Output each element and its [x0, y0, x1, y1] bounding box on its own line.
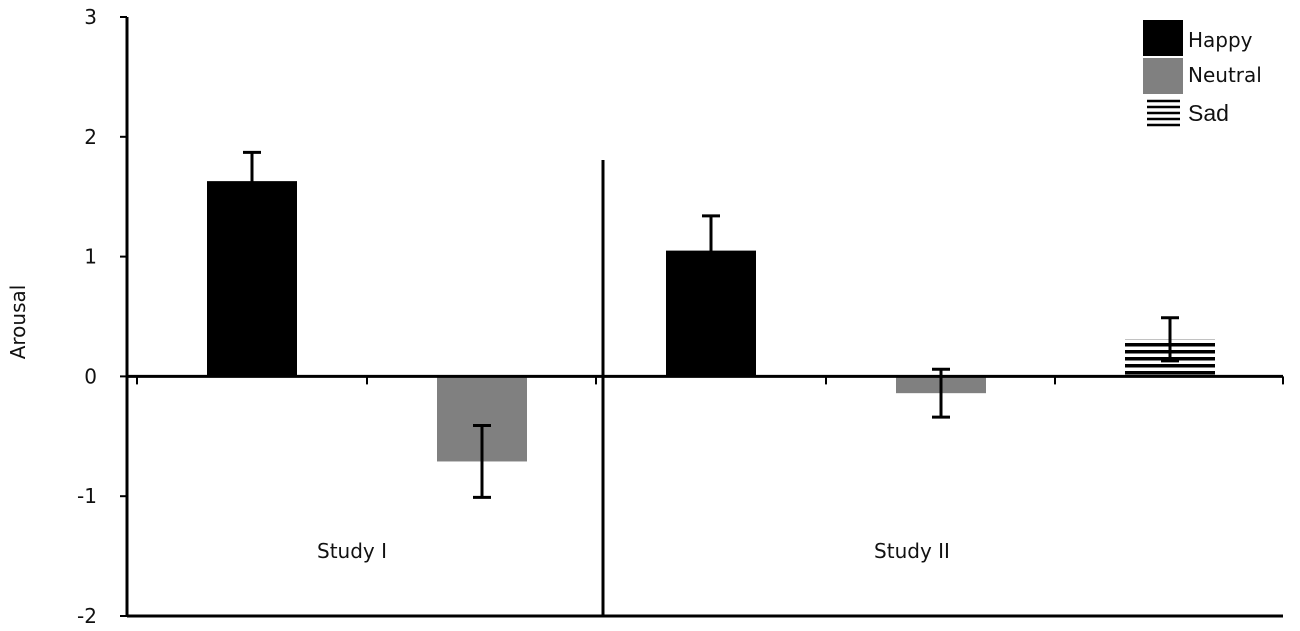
- error-bar-sad-study-ii: [1161, 316, 1179, 363]
- legend-swatch-happy: [1143, 20, 1183, 56]
- error-bar-neutral-study-i: [473, 424, 491, 499]
- legend: Happy Neutral Sad: [1143, 20, 1262, 127]
- axes-layer: [120, 16, 1284, 618]
- error-bar-happy-study-ii: [702, 214, 720, 287]
- y-tick-label: 0: [84, 364, 97, 388]
- y-tick-label: 1: [84, 245, 97, 269]
- legend-item-happy: Happy: [1143, 20, 1253, 56]
- bars-layer: [207, 150, 1215, 499]
- legend-label-sad: Sad: [1188, 100, 1229, 126]
- y-axis-title: Arousal: [6, 285, 30, 360]
- legend-item-neutral: Neutral: [1143, 58, 1262, 94]
- y-tick-label: 3: [84, 5, 97, 29]
- labels-layer: -2 -1 0 1 2 3 Arousal Study I Study II: [6, 5, 950, 628]
- legend-swatch-neutral: [1143, 58, 1183, 94]
- y-tick-label: -1: [77, 484, 97, 508]
- y-tick-label: 2: [84, 125, 97, 149]
- group-label-1: Study I: [317, 539, 387, 563]
- error-bar-happy-study-i: [243, 150, 261, 212]
- legend-label-happy: Happy: [1188, 28, 1253, 52]
- legend-label-neutral: Neutral: [1188, 63, 1262, 87]
- y-tick-label: -2: [77, 604, 97, 628]
- group-label-2: Study II: [874, 539, 950, 563]
- bar-happy-study-i: [207, 181, 297, 377]
- legend-item-sad: Sad: [1147, 99, 1229, 127]
- legend-swatch-sad: [1147, 99, 1180, 127]
